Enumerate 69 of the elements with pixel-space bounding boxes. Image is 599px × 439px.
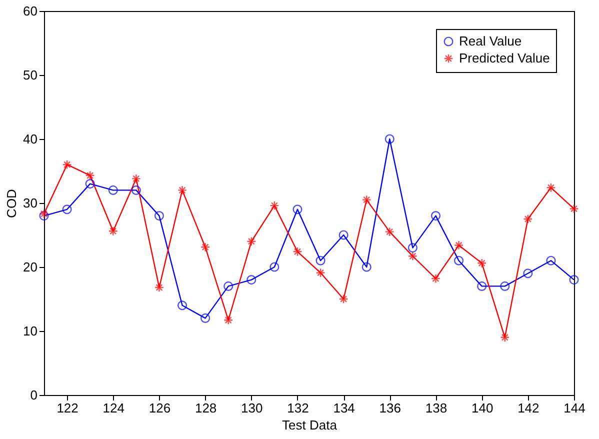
point bbox=[362, 195, 372, 205]
x-tick-label: 124 bbox=[102, 400, 124, 416]
point bbox=[246, 236, 256, 246]
point bbox=[384, 227, 394, 237]
y-tick-label: 10 bbox=[23, 324, 38, 338]
point bbox=[408, 251, 418, 261]
point bbox=[523, 214, 533, 224]
point bbox=[523, 268, 533, 278]
x-tick-label: 134 bbox=[333, 400, 355, 416]
point bbox=[292, 246, 302, 256]
point bbox=[200, 242, 210, 252]
point bbox=[477, 258, 487, 268]
point bbox=[270, 262, 280, 272]
point bbox=[85, 170, 95, 180]
y-axis-title: COD bbox=[4, 189, 20, 218]
point bbox=[131, 185, 141, 195]
y-tick-label: 20 bbox=[23, 260, 38, 274]
point bbox=[292, 204, 302, 214]
y-tick-label: 40 bbox=[23, 132, 38, 146]
point bbox=[154, 282, 164, 292]
y-tick-label: 60 bbox=[23, 4, 38, 18]
point bbox=[131, 174, 141, 184]
point bbox=[200, 313, 210, 323]
point bbox=[500, 332, 510, 342]
x-tick-label: 132 bbox=[287, 400, 309, 416]
point bbox=[338, 294, 348, 304]
point bbox=[177, 300, 188, 310]
point bbox=[362, 262, 372, 272]
x-tick-label: 144 bbox=[564, 400, 586, 416]
point bbox=[108, 226, 118, 236]
point bbox=[316, 256, 326, 266]
x-tick-label: 136 bbox=[379, 400, 402, 416]
x-tick-label: 128 bbox=[194, 400, 217, 416]
point bbox=[546, 256, 556, 266]
y-tick-label: 0 bbox=[30, 388, 38, 402]
point bbox=[384, 134, 394, 144]
legend-label: Real Value bbox=[459, 34, 522, 48]
point bbox=[430, 274, 441, 284]
x-tick-label: 142 bbox=[518, 400, 540, 416]
x-tick-label: 130 bbox=[241, 400, 263, 416]
point bbox=[270, 200, 280, 210]
point bbox=[500, 281, 510, 291]
point bbox=[224, 315, 234, 325]
point bbox=[477, 281, 487, 291]
x-tick-label: 140 bbox=[471, 400, 494, 416]
point bbox=[224, 281, 234, 291]
x-tick-label: 126 bbox=[148, 400, 171, 416]
y-tick-label: 30 bbox=[23, 196, 38, 210]
point bbox=[569, 204, 579, 214]
point bbox=[454, 256, 464, 266]
x-tick-label: 138 bbox=[425, 400, 448, 416]
point bbox=[454, 240, 464, 250]
point bbox=[408, 243, 418, 253]
point bbox=[246, 275, 256, 285]
legend-label: Predicted Value bbox=[459, 50, 550, 66]
point bbox=[546, 182, 556, 192]
point bbox=[338, 230, 348, 240]
point bbox=[316, 268, 326, 278]
point bbox=[154, 211, 164, 221]
point bbox=[85, 179, 95, 189]
point bbox=[62, 204, 72, 214]
point bbox=[62, 160, 72, 170]
point bbox=[430, 211, 441, 221]
x-tick-label: 122 bbox=[56, 400, 78, 416]
point bbox=[569, 275, 579, 285]
point bbox=[108, 185, 118, 195]
y-tick-label: 50 bbox=[23, 68, 38, 82]
point bbox=[177, 185, 188, 195]
x-axis-title: Test Data bbox=[282, 418, 338, 432]
